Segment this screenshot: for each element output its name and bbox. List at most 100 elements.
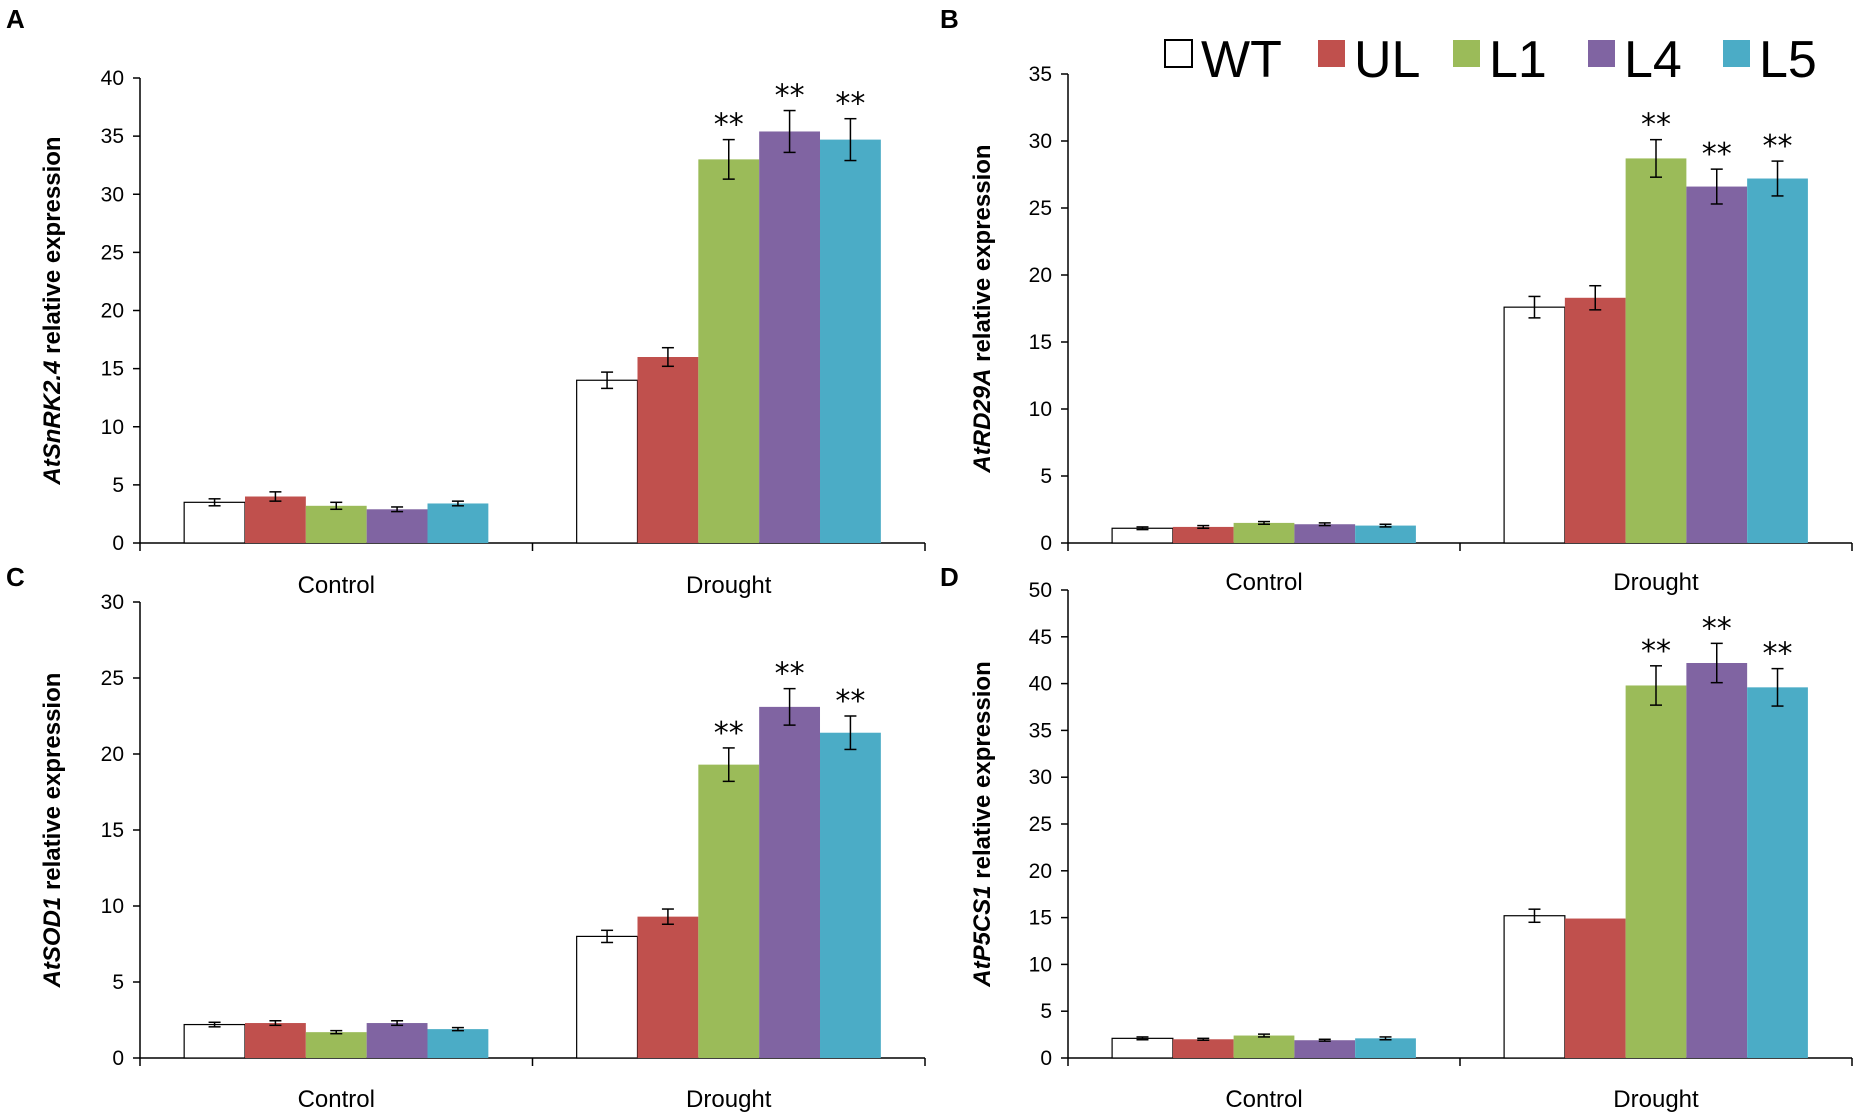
y-tick-label: 25 xyxy=(1029,197,1052,220)
bar-l1 xyxy=(698,764,760,1058)
panel-d: D AtP5CS1 relative expression 0 5 10 15 20 25 30… xyxy=(940,562,1853,1113)
y-tick-label: 30 xyxy=(1029,130,1052,153)
bar-l5 xyxy=(427,503,489,543)
significance-label: ** xyxy=(1702,611,1732,646)
legend-label: WT xyxy=(1201,31,1282,89)
y-axis-label-text: relative expression xyxy=(969,661,996,885)
legend-swatch xyxy=(1588,40,1615,67)
bar-l4 xyxy=(1686,663,1748,1058)
y-axis-label-gene: AtP5CS1 xyxy=(969,885,996,987)
y-tick-label: 20 xyxy=(101,300,124,323)
panels: A AtSnRK2.4 relative expression 0 5 10 15 20 25… xyxy=(6,4,1853,1113)
bar-wt xyxy=(576,935,639,1059)
y-tick-label: 50 xyxy=(1029,579,1052,602)
y-tick-label: 30 xyxy=(101,183,124,206)
bar-l1 xyxy=(305,1032,367,1058)
panel-letter: C xyxy=(6,562,25,592)
significance-label: ** xyxy=(1641,108,1671,143)
y-tick-label: 35 xyxy=(1029,63,1052,86)
category-label: Drought xyxy=(1613,569,1699,596)
bar-l1 xyxy=(305,505,367,543)
legend-item-l4: L4 xyxy=(1588,31,1682,89)
bar-wt xyxy=(576,379,639,544)
legend-swatch xyxy=(1723,40,1750,67)
bar-l5 xyxy=(1747,687,1808,1058)
legend: WT UL L1 L4 L5 xyxy=(1164,31,1817,89)
y-axis-label: AtSnRK2.4 relative expression xyxy=(39,136,66,485)
significance-label: ** xyxy=(775,657,805,692)
significance-label: ** xyxy=(835,684,865,719)
y-tick-label: 5 xyxy=(1040,465,1052,488)
y-tick-label: 35 xyxy=(1029,719,1052,742)
y-tick-label: 15 xyxy=(1029,331,1052,354)
y-tick-label: 0 xyxy=(1040,1047,1052,1070)
y-tick-label: 15 xyxy=(101,358,124,381)
y-tick-label: 25 xyxy=(101,667,124,690)
legend-item-wt: WT xyxy=(1164,31,1282,89)
y-tick-label: 5 xyxy=(112,474,124,497)
bar-ul xyxy=(637,916,699,1058)
bar-l1 xyxy=(1233,1035,1295,1058)
y-axis-label-gene: AtSOD1 xyxy=(39,897,66,989)
y-tick-label: 40 xyxy=(1029,673,1052,696)
bar-l4 xyxy=(759,131,821,543)
y-axis-label: AtP5CS1 relative expression xyxy=(969,661,996,988)
category-label: Control xyxy=(1225,1086,1302,1113)
y-tick-label: 10 xyxy=(101,416,124,439)
bar-wt xyxy=(1111,1037,1174,1059)
y-tick-label: 15 xyxy=(101,819,124,842)
y-tick-label: 45 xyxy=(1029,626,1052,649)
legend-item-l1: L1 xyxy=(1453,31,1547,89)
bar-l4 xyxy=(366,1023,428,1058)
significance-label: ** xyxy=(714,716,744,751)
bar-wt xyxy=(183,501,246,544)
bar-l4 xyxy=(1686,186,1748,543)
significance-label: ** xyxy=(714,108,744,143)
category-label: Control xyxy=(298,1086,375,1113)
significance-label: ** xyxy=(775,79,805,114)
category-label: Drought xyxy=(686,1086,772,1113)
y-tick-label: 20 xyxy=(1029,264,1052,287)
significance-label: ** xyxy=(1763,637,1793,672)
y-tick-label: 10 xyxy=(101,895,124,918)
bar-wt xyxy=(183,1023,246,1059)
significance-label: ** xyxy=(1641,634,1671,669)
y-tick-label: 30 xyxy=(1029,766,1052,789)
significance-label: ** xyxy=(1702,137,1732,172)
bar-l4 xyxy=(1294,524,1356,543)
legend-label: L4 xyxy=(1624,31,1682,89)
y-tick-label: 30 xyxy=(101,591,124,614)
panel-letter: B xyxy=(940,4,959,34)
y-axis-label-gene: AtRD29A xyxy=(969,369,996,474)
category-label: Drought xyxy=(686,572,772,599)
y-axis-label-text: relative expression xyxy=(969,144,996,368)
y-tick-label: 0 xyxy=(112,532,124,555)
bar-wt xyxy=(1111,527,1174,544)
y-tick-label: 0 xyxy=(112,1047,124,1070)
y-tick-label: 5 xyxy=(1040,1000,1052,1023)
y-tick-label: 25 xyxy=(101,241,124,264)
y-tick-label: 20 xyxy=(101,743,124,766)
y-axis-label-gene: AtSnRK2.4 xyxy=(39,361,66,486)
bar-ul xyxy=(1564,297,1626,543)
y-tick-label: 35 xyxy=(101,125,124,148)
y-tick-label: 0 xyxy=(1040,532,1052,555)
panel-a: A AtSnRK2.4 relative expression 0 5 10 15 20 25… xyxy=(6,4,926,599)
bar-ul xyxy=(244,1023,306,1058)
y-tick-label: 5 xyxy=(112,971,124,994)
y-axis-label: AtSOD1 relative expression xyxy=(39,673,66,989)
significance-label: ** xyxy=(1763,129,1793,164)
y-tick-label: 10 xyxy=(1029,398,1052,421)
bar-l5 xyxy=(1355,525,1416,543)
bar-l1 xyxy=(1625,158,1687,544)
bar-l1 xyxy=(1625,685,1687,1058)
bar-l1 xyxy=(1233,522,1295,543)
legend-swatch xyxy=(1453,40,1480,67)
y-axis-label-text: relative expression xyxy=(39,136,66,360)
legend-label: UL xyxy=(1354,31,1420,89)
legend-swatch xyxy=(1164,39,1193,68)
panel-letter: A xyxy=(6,4,25,34)
category-label: Control xyxy=(1225,569,1302,596)
y-tick-label: 15 xyxy=(1029,907,1052,930)
